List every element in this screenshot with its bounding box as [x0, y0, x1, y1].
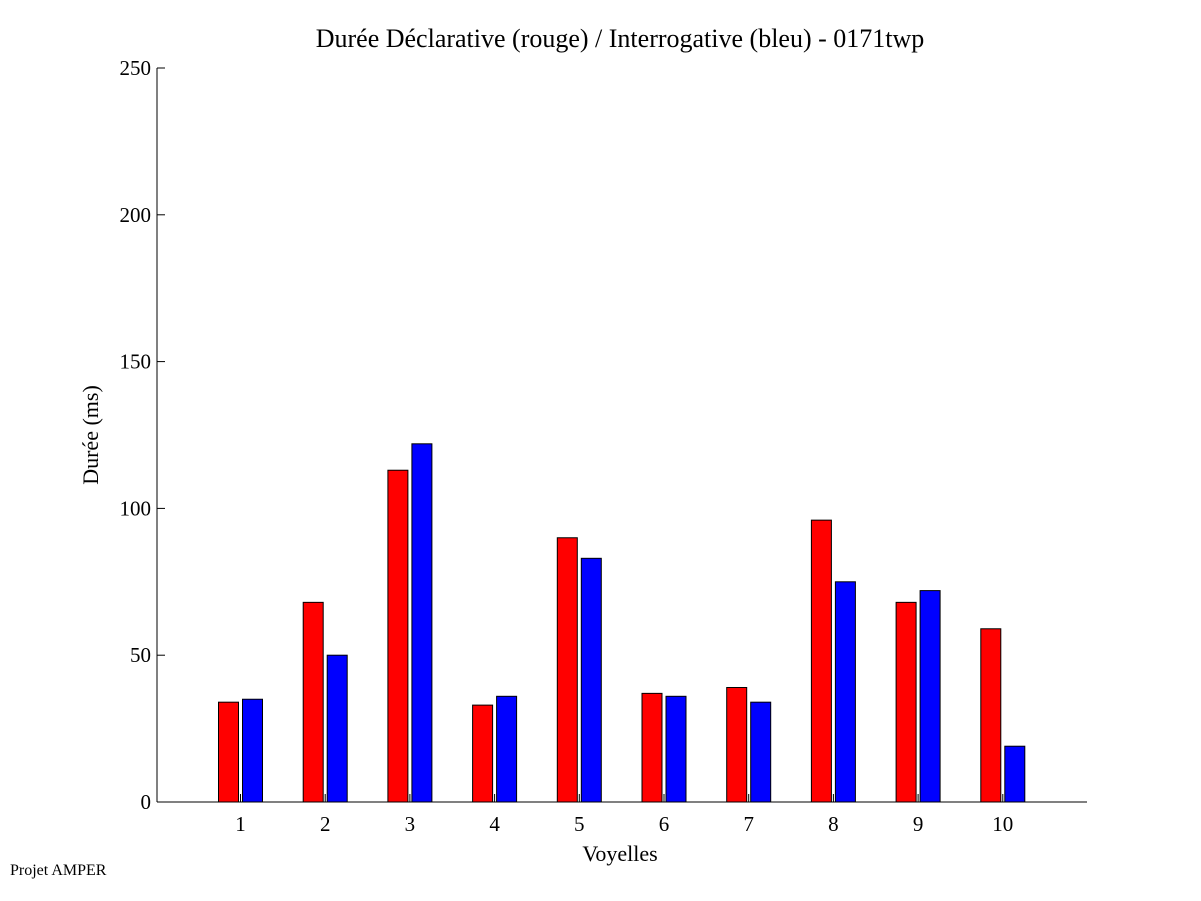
bar-interrogative-8: [834, 581, 856, 803]
bar-declarative-6: [641, 692, 663, 803]
bar-declarative-3: [387, 469, 409, 803]
x-tick-label: 3: [405, 812, 416, 836]
bar-interrogative-10: [1004, 745, 1026, 803]
bar-interrogative-9: [919, 590, 941, 803]
bar-declarative-5: [556, 537, 578, 803]
bar-declarative-10: [980, 628, 1002, 803]
x-axis-label: Voyelles: [582, 841, 657, 866]
x-tick-label: 8: [828, 812, 839, 836]
x-tick-label: 7: [743, 812, 754, 836]
x-tick-label: 9: [913, 812, 924, 836]
bar-interrogative-1: [242, 698, 263, 803]
bar-interrogative-6: [665, 695, 687, 803]
x-tick-label: 1: [235, 812, 246, 836]
bar-declarative-7: [726, 686, 748, 803]
y-tick-label: 200: [120, 203, 152, 227]
y-tick-label: 0: [141, 790, 152, 814]
bar-interrogative-2: [326, 654, 348, 803]
bar-declarative-8: [810, 519, 832, 803]
x-tick-label: 10: [992, 812, 1013, 836]
bar-declarative-1: [218, 701, 239, 803]
bar-interrogative-4: [496, 695, 518, 803]
footer-credit: Projet AMPER: [10, 862, 107, 879]
x-tick-label: 4: [489, 812, 500, 836]
plot-area: 0 50 100 150 200 250 1 2 3 4 5 6 7 8 9 10: [120, 56, 1087, 836]
y-tick-label: 100: [120, 496, 152, 520]
y-tick-label: 50: [130, 643, 151, 667]
bar-interrogative-5: [580, 557, 602, 803]
y-tick-label: 250: [120, 56, 152, 80]
bar-declarative-2: [302, 601, 324, 803]
y-tick-label: 150: [120, 350, 152, 374]
bar-interrogative-3: [411, 443, 433, 803]
bar-declarative-4: [472, 704, 494, 803]
bar-interrogative-7: [750, 701, 772, 803]
chart-title: Durée Déclarative (rouge) / Interrogativ…: [316, 24, 925, 53]
x-tick-label: 6: [659, 812, 670, 836]
x-tick-label: 2: [320, 812, 331, 836]
x-tick-label: 5: [574, 812, 585, 836]
bar-declarative-9: [895, 601, 917, 803]
y-axis-label: Durée (ms): [78, 385, 103, 485]
